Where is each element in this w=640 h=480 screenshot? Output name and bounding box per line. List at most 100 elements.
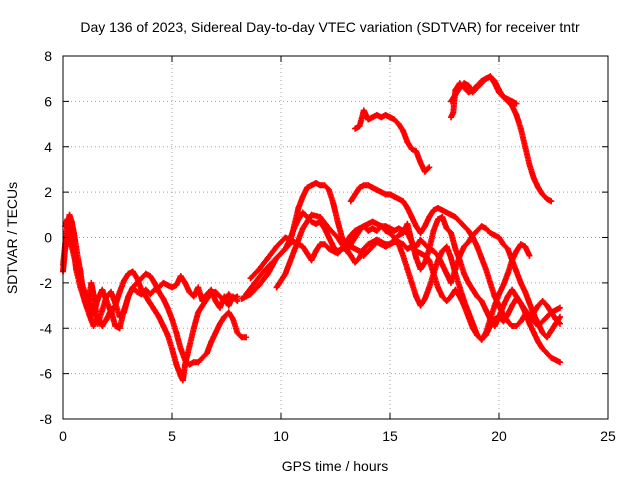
data-point [539, 318, 546, 325]
data-point [225, 309, 232, 316]
data-point [182, 361, 189, 368]
data-point [465, 239, 472, 245]
data-point [426, 164, 433, 171]
data-point [452, 91, 459, 98]
data-point [356, 184, 363, 191]
data-point [395, 241, 402, 248]
data-point [378, 189, 385, 196]
data-point [478, 223, 485, 230]
data-point [404, 220, 411, 227]
data-point [247, 275, 254, 282]
data-point [164, 332, 171, 339]
data-point [243, 334, 250, 341]
x-tick-label: 15 [382, 428, 398, 444]
data-point [66, 227, 73, 234]
data-point [151, 307, 158, 314]
data-point [526, 300, 533, 307]
data-point [509, 257, 516, 264]
data-point [456, 284, 463, 291]
data-point [400, 252, 407, 259]
data-point [116, 325, 123, 332]
data-point [94, 295, 101, 302]
data-point [522, 311, 529, 318]
data-point [299, 243, 306, 250]
data-point [474, 243, 481, 250]
data-point [212, 298, 219, 304]
data-point [234, 293, 241, 300]
data-point [169, 345, 175, 352]
data-point [147, 273, 154, 280]
x-axis-label: GPS time / hours [282, 458, 389, 474]
data-point [469, 234, 476, 241]
data-point [491, 232, 498, 239]
data-point [186, 343, 193, 350]
data-point [443, 243, 450, 250]
data-point [64, 216, 71, 223]
data-point [356, 123, 363, 130]
data-point [382, 243, 389, 250]
data-point [256, 266, 263, 273]
data-point [557, 313, 563, 320]
data-point [461, 223, 468, 230]
data-point [391, 116, 398, 123]
data-point [173, 361, 180, 368]
data-point [491, 80, 498, 87]
data-point [443, 270, 450, 277]
data-point [321, 182, 328, 189]
data-point [352, 191, 359, 198]
data-point [352, 245, 359, 252]
data-point [212, 288, 219, 295]
data-point [450, 109, 457, 116]
data-point [435, 284, 441, 291]
data-point [395, 225, 402, 232]
data-point [413, 148, 420, 155]
data-point [234, 329, 241, 336]
data-point [391, 193, 398, 200]
data-point [452, 270, 459, 277]
data-point [496, 302, 502, 309]
y-tick-label: -8 [40, 411, 53, 427]
data-point [121, 307, 127, 314]
data-point [264, 270, 271, 277]
data-point [217, 293, 223, 300]
data-point [452, 245, 459, 252]
data-point [526, 320, 533, 327]
data-point [373, 112, 380, 118]
data-point [103, 298, 110, 304]
data-point [155, 313, 162, 320]
data-point [474, 293, 481, 300]
data-point [360, 107, 367, 114]
series-track-g [273, 211, 533, 343]
data-point [88, 279, 95, 286]
data-point [369, 114, 376, 121]
data-point [526, 252, 533, 259]
data-point [142, 293, 149, 300]
data-point [517, 300, 524, 307]
data-point [391, 227, 398, 234]
data-point [243, 291, 250, 298]
data-point [408, 243, 415, 250]
data-point [504, 96, 511, 103]
y-tick-label: -2 [40, 275, 53, 291]
data-point [430, 207, 437, 214]
data-point [448, 211, 454, 218]
data-point [317, 214, 324, 221]
data-point [369, 218, 376, 225]
data-point [369, 243, 376, 250]
data-point [238, 295, 245, 302]
data-point [478, 298, 485, 304]
data-point [404, 266, 411, 273]
data-point [108, 288, 114, 295]
data-point [321, 241, 328, 248]
data-point [68, 243, 75, 250]
data-point [496, 313, 502, 320]
data-point [312, 220, 319, 227]
data-point [203, 350, 210, 357]
data-point [155, 288, 162, 295]
data-point [373, 227, 380, 234]
data-point [478, 336, 485, 343]
data-point [312, 180, 319, 186]
data-point [352, 125, 359, 132]
data-point [365, 227, 372, 234]
data-point [251, 279, 258, 286]
